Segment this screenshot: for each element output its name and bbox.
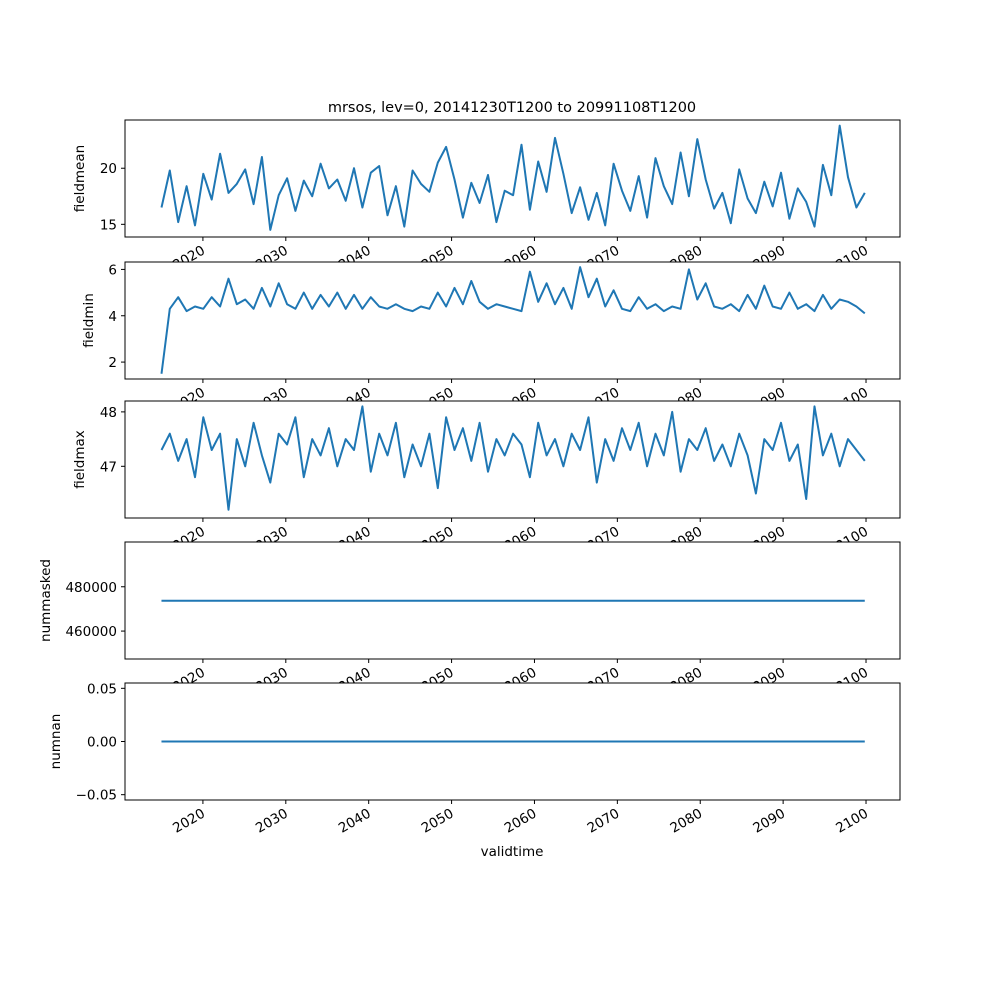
- y-tick-label: 480000: [65, 580, 117, 596]
- y-tick-label: 15: [100, 217, 117, 233]
- plot-area: [125, 401, 900, 518]
- plot-area: [125, 120, 900, 237]
- y-tick-label: 20: [100, 161, 117, 177]
- series-line-fieldmean: [160, 124, 866, 231]
- axes-frame: [124, 119, 901, 238]
- y-tick-label: 47: [100, 459, 117, 475]
- y-axis-label: fieldmean: [72, 145, 88, 212]
- y-axis-label: numnan: [48, 714, 64, 770]
- axes-frame: [124, 541, 901, 660]
- chart-title: mrsos, lev=0, 20141230T1200 to 20991108T…: [328, 100, 696, 116]
- y-axis-label: nummasked: [38, 559, 54, 642]
- y-tick-label: 2: [108, 355, 117, 371]
- y-tick-label: −0.05: [76, 788, 117, 804]
- y-tick-label: 0.00: [87, 735, 117, 751]
- x-axis-label: validtime: [481, 844, 544, 860]
- y-axis-label: fieldmax: [72, 430, 88, 489]
- y-tick-label: 6: [108, 262, 117, 278]
- y-tick-label: 0.05: [87, 681, 117, 697]
- y-axis-label: fieldmin: [81, 293, 97, 348]
- y-tick-label: 4: [108, 309, 117, 325]
- series-line-fieldmax: [160, 405, 866, 511]
- plot-area: [125, 262, 900, 379]
- axes-frame: [124, 400, 901, 519]
- series-line-fieldmin: [160, 266, 866, 374]
- y-tick-label: 48: [100, 405, 117, 421]
- y-tick-label: 460000: [65, 624, 117, 640]
- axes-frame: [124, 261, 901, 380]
